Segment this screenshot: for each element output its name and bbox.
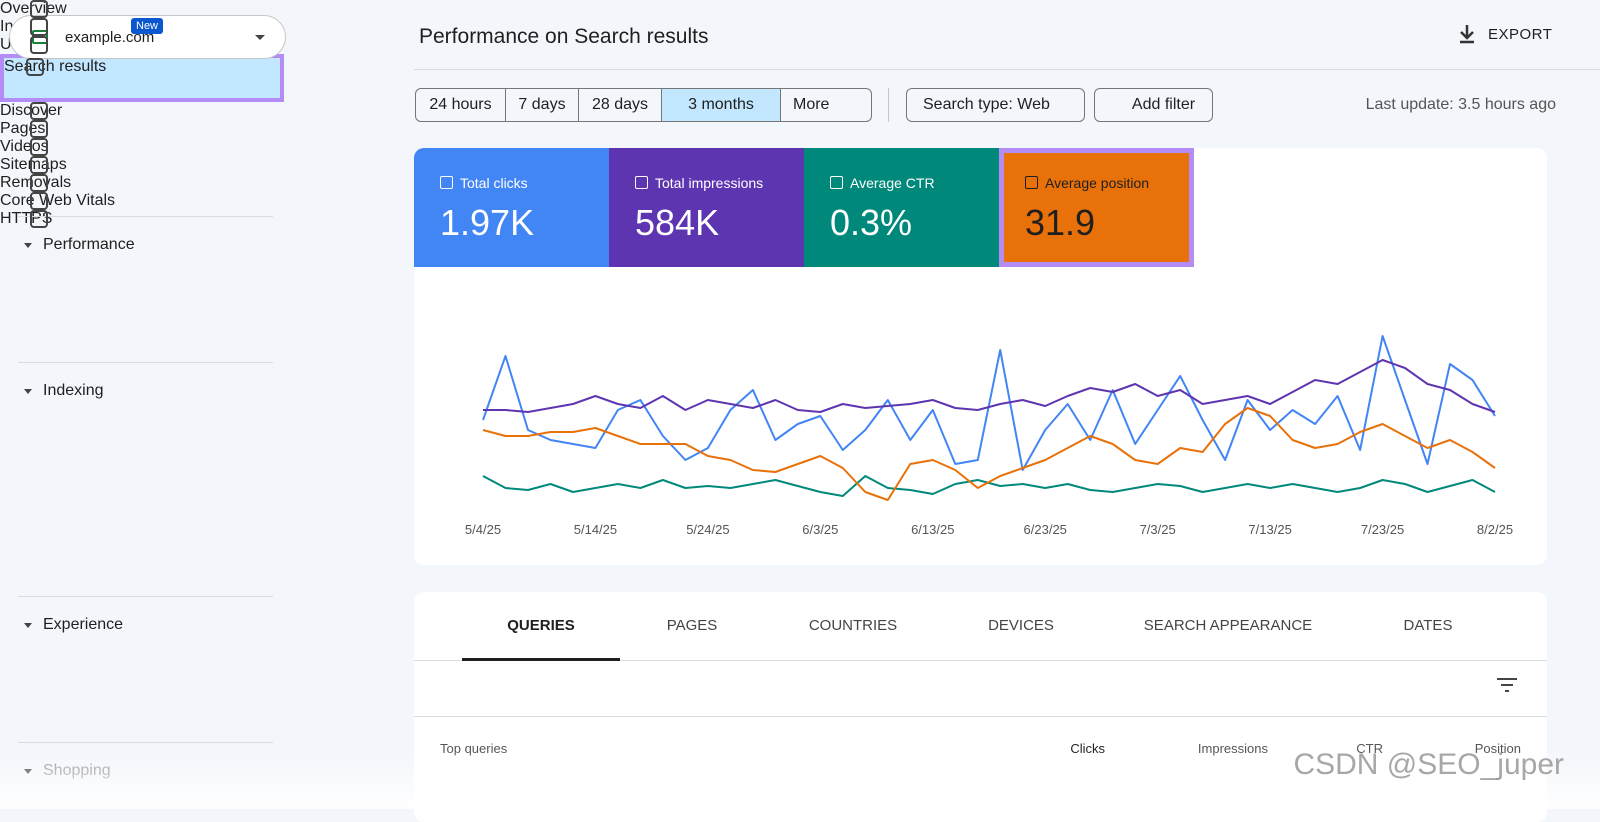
metric-card[interactable]: Average CTR 0.3% bbox=[804, 148, 999, 267]
checkbox bbox=[1025, 176, 1038, 189]
tab[interactable]: PAGES bbox=[666, 617, 718, 634]
nav-icon bbox=[30, 138, 48, 156]
nav-icon bbox=[30, 120, 48, 138]
tab-divider bbox=[414, 660, 1547, 661]
nav-label: Videos bbox=[0, 138, 49, 155]
badge: New bbox=[131, 18, 164, 34]
nav-label: Pages bbox=[0, 120, 46, 137]
x-tick-label: 6/13/25 bbox=[911, 522, 954, 537]
metric-label: Total clicks bbox=[460, 175, 528, 191]
x-tick-label: 6/23/25 bbox=[1024, 522, 1067, 537]
range-button[interactable]: 7 days bbox=[505, 88, 579, 122]
x-tick-label: 7/13/25 bbox=[1248, 522, 1291, 537]
nav-divider bbox=[18, 742, 273, 743]
range-button[interactable]: More bbox=[780, 88, 872, 122]
x-tick-label: 5/14/25 bbox=[574, 522, 617, 537]
x-tick-label: 8/2/25 bbox=[1477, 522, 1513, 537]
search-type[interactable]: Search type: Web bbox=[906, 88, 1085, 122]
nav-item[interactable]: Pages bbox=[0, 120, 1600, 138]
nav-icon bbox=[30, 192, 48, 210]
section-title: Experience bbox=[43, 615, 124, 633]
range-button[interactable]: 24 hours bbox=[415, 88, 506, 122]
tab[interactable]: DEVICES bbox=[988, 617, 1054, 634]
nav-label: Removals bbox=[0, 174, 72, 191]
nav-icon bbox=[30, 174, 48, 192]
nav-icon bbox=[30, 210, 48, 228]
tab[interactable]: QUERIES bbox=[507, 617, 575, 634]
metric-value: 0.3% bbox=[830, 202, 913, 243]
nav-item[interactable]: Sitemaps bbox=[0, 156, 1600, 174]
metric-value: 31.9 bbox=[1025, 202, 1096, 243]
export-button[interactable]: EXPORT bbox=[1458, 24, 1552, 44]
nav-item[interactable]: Overview bbox=[0, 0, 1600, 18]
nav-label: Search results bbox=[4, 58, 107, 75]
nav-icon bbox=[30, 102, 48, 120]
x-tick-label: 6/3/25 bbox=[802, 522, 838, 537]
chart: 5/4/25 5/14/25 5/24/25 6/3/25 6/13/25 6/23/25… bbox=[465, 335, 1513, 537]
x-tick-label: 7/23/25 bbox=[1361, 522, 1404, 537]
nav-divider bbox=[18, 595, 273, 597]
x-tick-label: 5/4/25 bbox=[465, 522, 501, 537]
nav-item[interactable]: Core Web Vitals bbox=[0, 192, 1600, 210]
series-line bbox=[482, 335, 1496, 471]
metric-label: Total impressions bbox=[655, 175, 764, 191]
nav-item[interactable]: HTTPS bbox=[0, 210, 1600, 228]
checkbox bbox=[635, 176, 648, 189]
section-title: Performance bbox=[43, 235, 135, 253]
tab[interactable]: COUNTRIES bbox=[808, 617, 898, 634]
range-button[interactable]: 3 months bbox=[661, 88, 781, 122]
filter-icon[interactable] bbox=[1496, 676, 1518, 694]
tab[interactable]: DATES bbox=[1403, 617, 1453, 634]
metric-card[interactable]: Total clicks 1.97K bbox=[414, 148, 609, 267]
range-button[interactable]: 28 days bbox=[578, 88, 662, 122]
nav-icon bbox=[26, 58, 44, 76]
nav-item[interactable]: Removals bbox=[0, 174, 1600, 192]
nav-label: HTTPS bbox=[0, 210, 53, 227]
nav-icon bbox=[30, 36, 48, 54]
table-divider bbox=[414, 716, 1547, 717]
checkbox bbox=[440, 176, 453, 189]
nav-label: Overview bbox=[0, 0, 67, 17]
nav-item[interactable]: Videos bbox=[0, 138, 1600, 156]
tab[interactable]: SEARCH APPEARANCE bbox=[1143, 617, 1313, 634]
metric-value: 584K bbox=[635, 202, 720, 243]
metric-value: 1.97K bbox=[440, 202, 535, 243]
x-tick-label: 5/24/25 bbox=[686, 522, 729, 537]
nav-item[interactable]: Discover bbox=[0, 102, 1600, 120]
nav-divider bbox=[18, 362, 273, 363]
last-update: Last update: 3.5 hours ago bbox=[1365, 96, 1556, 113]
nav-item[interactable]: Search results bbox=[0, 54, 284, 102]
series-line bbox=[483, 359, 1496, 413]
nav-icon bbox=[30, 0, 48, 18]
nav-icon bbox=[30, 156, 48, 174]
series-line bbox=[482, 407, 1496, 501]
filter-divider bbox=[888, 88, 889, 122]
watermark: CSDN @SEO_juper bbox=[1293, 748, 1564, 781]
series-line bbox=[482, 475, 1496, 497]
metric-label: Average CTR bbox=[850, 175, 935, 191]
add-filter[interactable]: Add filter bbox=[1094, 88, 1213, 122]
section-title: Indexing bbox=[43, 382, 104, 399]
header-divider bbox=[414, 69, 1600, 70]
metric-label: Average position bbox=[1045, 175, 1150, 191]
checkbox bbox=[830, 176, 843, 189]
section-caret bbox=[24, 622, 32, 628]
download-icon bbox=[1460, 25, 1474, 44]
nav-icon bbox=[30, 18, 48, 36]
x-tick-label: 7/3/25 bbox=[1140, 522, 1176, 537]
metric-card[interactable]: Total impressions 584K bbox=[609, 148, 804, 267]
page-title: Performance on Search results bbox=[419, 25, 709, 48]
fade bbox=[0, 750, 1600, 809]
metric-card[interactable]: Average position 31.9 bbox=[999, 148, 1194, 267]
tab-underline bbox=[462, 658, 620, 661]
nav-label: Core Web Vitals bbox=[0, 192, 116, 209]
nav-label: Sitemaps bbox=[0, 156, 67, 173]
dropdown-arrow bbox=[255, 35, 265, 40]
nav-divider bbox=[18, 215, 273, 217]
export-label: EXPORT bbox=[1488, 25, 1553, 43]
section-caret bbox=[24, 389, 32, 394]
section-caret bbox=[24, 242, 32, 248]
